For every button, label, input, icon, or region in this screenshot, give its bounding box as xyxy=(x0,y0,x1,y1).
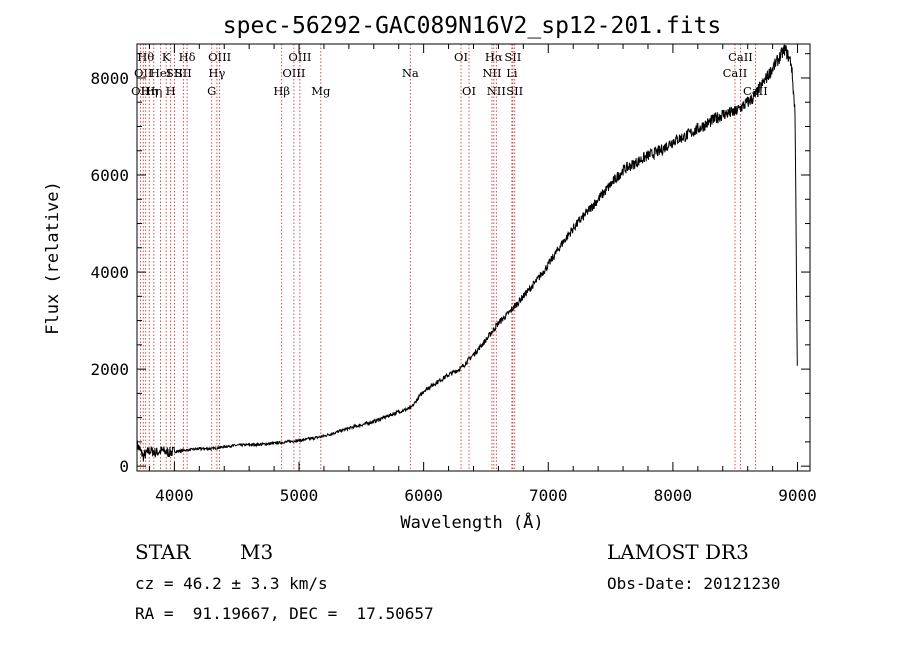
y-tick-label-1: 2000 xyxy=(90,360,129,379)
line-marker-label-26: SII xyxy=(506,84,523,98)
line-marker-label-21: NII xyxy=(482,66,501,80)
observation-date: Obs-Date: 20121230 xyxy=(607,574,781,593)
line-marker-label-7: H xyxy=(166,84,176,98)
line-marker-label-20: OI xyxy=(462,84,476,98)
x-tick-label-5: 9000 xyxy=(778,486,817,505)
line-marker-label-28: CaII xyxy=(728,50,753,64)
line-marker-label-10: SII xyxy=(175,66,192,80)
line-marker-label-18: Na xyxy=(402,66,419,80)
line-marker-label-9: Hδ xyxy=(179,50,196,64)
line-marker-label-22: Hα xyxy=(485,50,503,64)
line-marker-label-16: OIII xyxy=(288,50,311,64)
x-tick-label-0: 4000 xyxy=(155,486,194,505)
x-axis-label: Wavelength (Å) xyxy=(400,511,543,533)
object-class: STAR xyxy=(135,540,191,564)
line-marker-label-4: Hη xyxy=(145,84,162,98)
y-tick-label-3: 6000 xyxy=(90,166,129,185)
line-marker-label-19: OI xyxy=(454,50,468,64)
x-tick-label-4: 8000 xyxy=(654,486,693,505)
x-tick-label-2: 6000 xyxy=(404,486,443,505)
y-tick-label-0: 0 xyxy=(119,457,129,476)
line-marker-label-17: Mg xyxy=(311,84,331,98)
x-tick-label-3: 7000 xyxy=(529,486,568,505)
redshift-value: cz = 46.2 ± 3.3 km/s xyxy=(135,574,328,593)
y-tick-label-2: 4000 xyxy=(90,263,129,282)
line-marker-label-24: Li xyxy=(506,66,518,80)
line-marker-label-15: OIII xyxy=(282,66,305,80)
axis-ticks: 4000 5000 6000 7000 8000 9000 0 2000 4000 6000 800… xyxy=(90,44,817,505)
line-marker-label-11: G xyxy=(207,84,216,98)
line-marker-label-0: OII xyxy=(131,84,150,98)
line-marker-label-27: CaII xyxy=(723,66,748,80)
line-marker-label-6: K xyxy=(162,50,171,64)
line-marker-label-12: Hγ xyxy=(208,66,225,80)
y-axis-label: Flux (relative) xyxy=(43,181,63,335)
y-tick-label-4: 8000 xyxy=(90,69,129,88)
line-marker-label-13: OIII xyxy=(208,50,231,64)
chart-title: spec-56292-GAC089N16V2_sp12-201.fits xyxy=(223,13,722,39)
line-marker-label-8: SII xyxy=(166,66,183,80)
line-marker-label-23: NII xyxy=(487,84,506,98)
x-tick-label-1: 5000 xyxy=(280,486,319,505)
line-marker-label-25: SII xyxy=(504,50,521,64)
object-subclass: M3 xyxy=(240,540,274,564)
spectrum-series-line xyxy=(136,44,798,462)
line-marker-label-1: OII xyxy=(134,66,153,80)
line-marker-label-2: Hθ xyxy=(137,50,154,64)
plot-frame xyxy=(136,43,811,472)
line-marker-label-14: Hβ xyxy=(273,84,290,98)
coordinates: RA = 91.19667, DEC = 17.50657 xyxy=(135,604,434,623)
survey-name: LAMOST DR3 xyxy=(607,540,749,564)
line-marker-layer: OIIOIIHθHηHηHeIKHSIIHδSIIGHγOIIIHβOIIIOI… xyxy=(131,44,768,471)
